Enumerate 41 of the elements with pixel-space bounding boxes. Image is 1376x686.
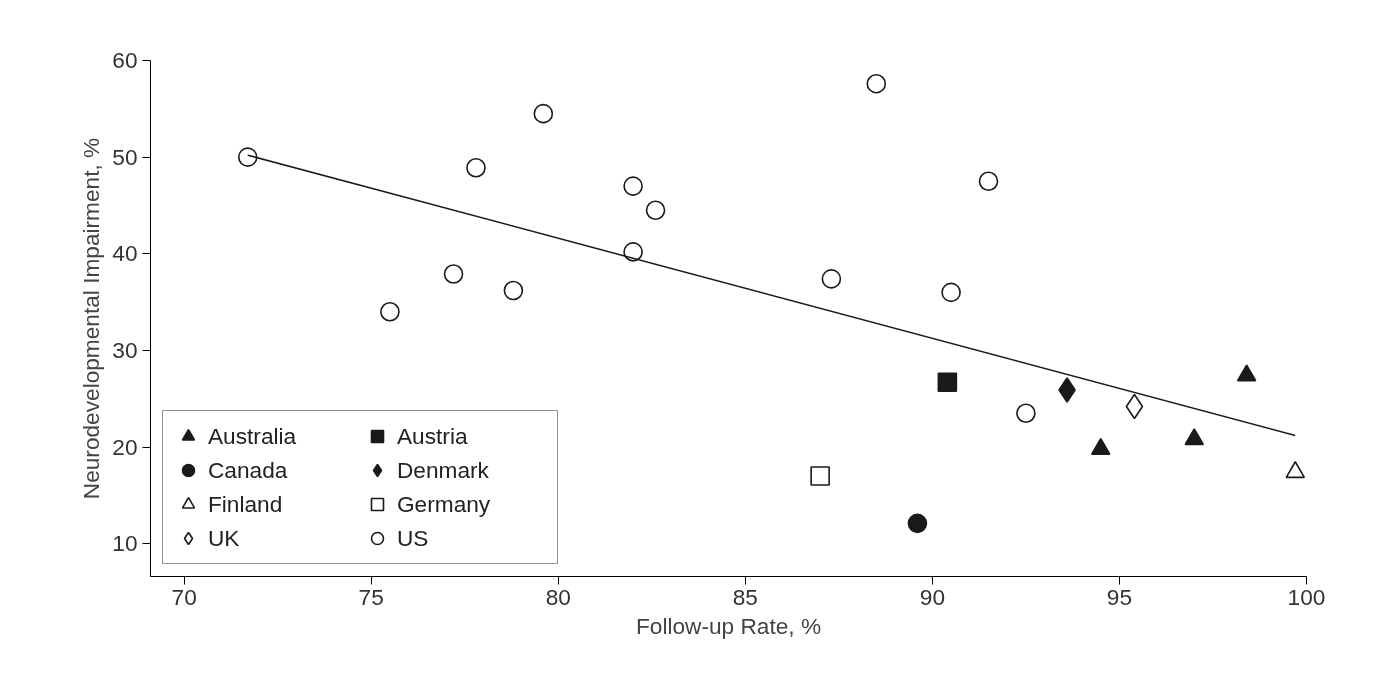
x-tick-label: 100: [1287, 583, 1326, 610]
point: [821, 269, 842, 289]
y-tick-label: 10: [112, 530, 138, 557]
point: [623, 176, 643, 196]
point: [503, 280, 524, 301]
point: [866, 73, 887, 94]
point: [380, 301, 400, 322]
y-axis-title: Neurodevelopmental Impairment, %: [78, 137, 105, 500]
x-axis-title: Follow-up Rate, %: [635, 612, 822, 639]
legend-label: Denmark: [397, 456, 490, 484]
legend-label: Finland: [208, 490, 284, 518]
point: [1016, 403, 1036, 423]
x-tick-label: 70: [171, 583, 197, 610]
y-tick-label: 20: [112, 433, 138, 460]
point: [466, 157, 486, 178]
legend-label: Germany: [397, 490, 492, 518]
x-tick-label: 80: [545, 583, 571, 610]
point: [645, 200, 666, 221]
x-tick-label: 95: [1106, 583, 1133, 610]
legend-label: Austria: [397, 422, 469, 450]
y-tick-label: 60: [112, 47, 138, 73]
point: [443, 264, 464, 284]
y-tick-label: 50: [112, 143, 138, 170]
legend-label: US: [397, 524, 430, 552]
point: [623, 242, 643, 262]
point: [533, 103, 554, 124]
point: [941, 282, 961, 303]
legend-label: Australia: [208, 422, 298, 450]
y-tick-label: 40: [112, 240, 138, 267]
point: [1125, 393, 1144, 420]
legend-label: Canada: [208, 456, 289, 484]
point: [937, 372, 958, 393]
x-tick-label: 90: [919, 583, 945, 610]
point: [978, 171, 999, 192]
point: [810, 466, 830, 486]
y-tick-label: 30: [112, 336, 138, 363]
x-tick-label: 85: [732, 583, 758, 610]
x-tick-label: 75: [358, 583, 384, 610]
point: [907, 513, 928, 534]
legend-label: UK: [208, 524, 241, 552]
point: [237, 147, 258, 167]
